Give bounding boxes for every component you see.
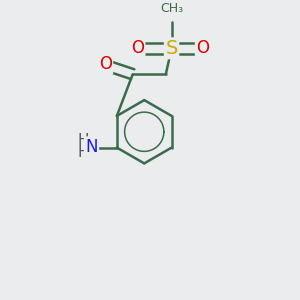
Text: N: N	[85, 138, 98, 156]
Text: H: H	[77, 133, 88, 148]
Text: O: O	[196, 39, 209, 57]
Text: S: S	[165, 39, 178, 58]
Text: H: H	[77, 145, 88, 160]
Text: CH₃: CH₃	[160, 2, 183, 15]
Text: O: O	[99, 55, 112, 73]
Text: O: O	[131, 39, 144, 57]
